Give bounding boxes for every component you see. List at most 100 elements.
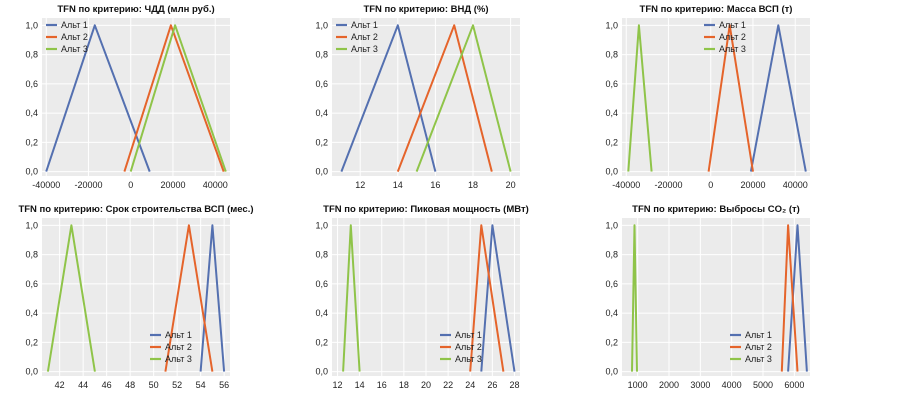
y-tick-label: 0,2 [315, 337, 328, 347]
series-line-alt-3 [627, 24, 653, 172]
x-tick-label: 18 [468, 180, 478, 190]
legend: Альт 1 Альт 2 Альт 3 [46, 20, 88, 54]
x-tick-label: -20000 [654, 180, 682, 190]
x-tick-label: 1000 [628, 380, 648, 390]
chart-panel-6: TFN по критерию: Выбросы CO₂ (т) 0,0 0,2 0,… [605, 204, 810, 390]
y-tick-label: 0,6 [25, 79, 38, 89]
y-tick-label: 0,0 [25, 367, 38, 377]
x-tick-label: 12 [355, 180, 365, 190]
legend-label: Альт 2 [165, 342, 192, 352]
x-tick-label: 24 [465, 380, 475, 390]
y-tick-label: 0,2 [315, 137, 328, 147]
series-line-alt-3 [129, 24, 227, 172]
x-tick-label: 14 [355, 380, 365, 390]
x-tick-label: 20000 [160, 180, 185, 190]
legend-label: Альт 2 [719, 32, 746, 42]
x-tick-label: 46 [102, 380, 112, 390]
x-tick-label: 20 [506, 180, 516, 190]
chart-title: TFN по критерию: Выбросы CO₂ (т) [632, 204, 800, 215]
y-tick-label: 0,6 [315, 279, 328, 289]
series-line-alt-3 [342, 224, 361, 372]
series-line-alt-3 [415, 24, 512, 172]
y-tick-label: 0,6 [605, 79, 618, 89]
legend-label: Альт 3 [351, 44, 378, 54]
x-tick-label: 40000 [203, 180, 228, 190]
plot-area [42, 218, 230, 376]
chart-title: TFN по критерию: ЧДД (млн руб.) [57, 4, 214, 15]
series-line-alt-1 [340, 24, 437, 172]
legend: Альт 1 Альт 2 Альт 3 [150, 330, 192, 364]
series-line-alt-1 [480, 224, 516, 372]
y-tick-label: 0,0 [605, 167, 618, 177]
x-tick-label: -40000 [32, 180, 60, 190]
legend-label: Альт 3 [745, 354, 772, 364]
y-tick-label: 1,0 [315, 20, 328, 30]
y-tick-label: 0,2 [25, 137, 38, 147]
series-line-alt-2 [469, 224, 505, 372]
x-tick-label: 0 [708, 180, 713, 190]
y-tick-label: 0,6 [25, 279, 38, 289]
series-line-alt-2 [164, 224, 214, 372]
x-tick-label: 4000 [722, 380, 742, 390]
series-line-alt-2 [780, 224, 799, 372]
chart-title: TFN по критерию: Пиковая мощность (МВт) [323, 204, 529, 215]
chart-panel-1: TFN по критерию: ЧДД (млн руб.) 0,0 0,2 0,4… [25, 4, 230, 190]
x-tick-label: 5000 [753, 380, 773, 390]
x-tick-label: 20 [421, 380, 431, 390]
chart-title: TFN по критерию: Срок строительства ВСП … [18, 204, 253, 215]
legend-label: Альт 3 [455, 354, 482, 364]
y-tick-label: 1,0 [605, 20, 618, 30]
y-tick-label: 0,6 [315, 79, 328, 89]
y-tick-label: 0,8 [25, 50, 38, 60]
y-tick-label: 0,4 [315, 308, 328, 318]
legend-label: Альт 1 [719, 20, 746, 30]
series-line-alt-2 [707, 24, 754, 172]
y-tick-label: 0,4 [25, 308, 38, 318]
x-tick-label: 12 [333, 380, 343, 390]
series-line-alt-2 [123, 24, 225, 172]
y-tick-label: 0,0 [315, 167, 328, 177]
legend-label: Альт 3 [165, 354, 192, 364]
x-tick-label: 2000 [659, 380, 679, 390]
x-tick-label: 28 [509, 380, 519, 390]
legend-label: Альт 2 [455, 342, 482, 352]
y-tick-label: 0,8 [315, 250, 328, 260]
y-tick-label: 0,8 [315, 50, 328, 60]
x-tick-label: 44 [78, 380, 88, 390]
x-tick-label: 0 [128, 180, 133, 190]
y-tick-label: 1,0 [315, 220, 328, 230]
x-tick-label: 52 [172, 380, 182, 390]
y-tick-label: 0,2 [25, 337, 38, 347]
legend-label: Альт 3 [61, 44, 88, 54]
x-tick-label: 16 [430, 180, 440, 190]
plot-area [42, 18, 230, 176]
plot-area [622, 18, 810, 176]
x-tick-label: 3000 [690, 380, 710, 390]
x-tick-label: 22 [443, 380, 453, 390]
series-line-alt-1 [787, 224, 808, 372]
y-tick-label: 1,0 [605, 220, 618, 230]
series-line-alt-1 [45, 24, 151, 172]
x-tick-label: 48 [125, 380, 135, 390]
y-tick-label: 0,0 [315, 367, 328, 377]
x-tick-label: 54 [196, 380, 206, 390]
legend-label: Альт 1 [61, 20, 88, 30]
x-tick-label: 40000 [783, 180, 808, 190]
x-tick-label: 20000 [740, 180, 765, 190]
x-tick-label: 42 [55, 380, 65, 390]
chart-panel-2: TFN по критерию: ВНД (%) 0,0 0,2 0,4 0,6 0,8 1… [315, 4, 520, 190]
series-line-alt-1 [749, 24, 807, 172]
chart-panel-3: TFN по критерию: Масса ВСП (т) 0,0 0,2 0,4 0… [605, 4, 810, 190]
legend-label: Альт 2 [351, 32, 378, 42]
series-line-alt-2 [396, 24, 493, 172]
x-tick-label: 6000 [784, 380, 804, 390]
series-line-alt-3 [631, 224, 638, 372]
x-tick-label: -20000 [74, 180, 102, 190]
legend-label: Альт 1 [351, 20, 378, 30]
legend-label: Альт 1 [455, 330, 482, 340]
chart-title: TFN по критерию: ВНД (%) [363, 4, 488, 15]
x-tick-label: 56 [219, 380, 229, 390]
y-tick-label: 0,2 [605, 337, 618, 347]
legend-label: Альт 2 [745, 342, 772, 352]
